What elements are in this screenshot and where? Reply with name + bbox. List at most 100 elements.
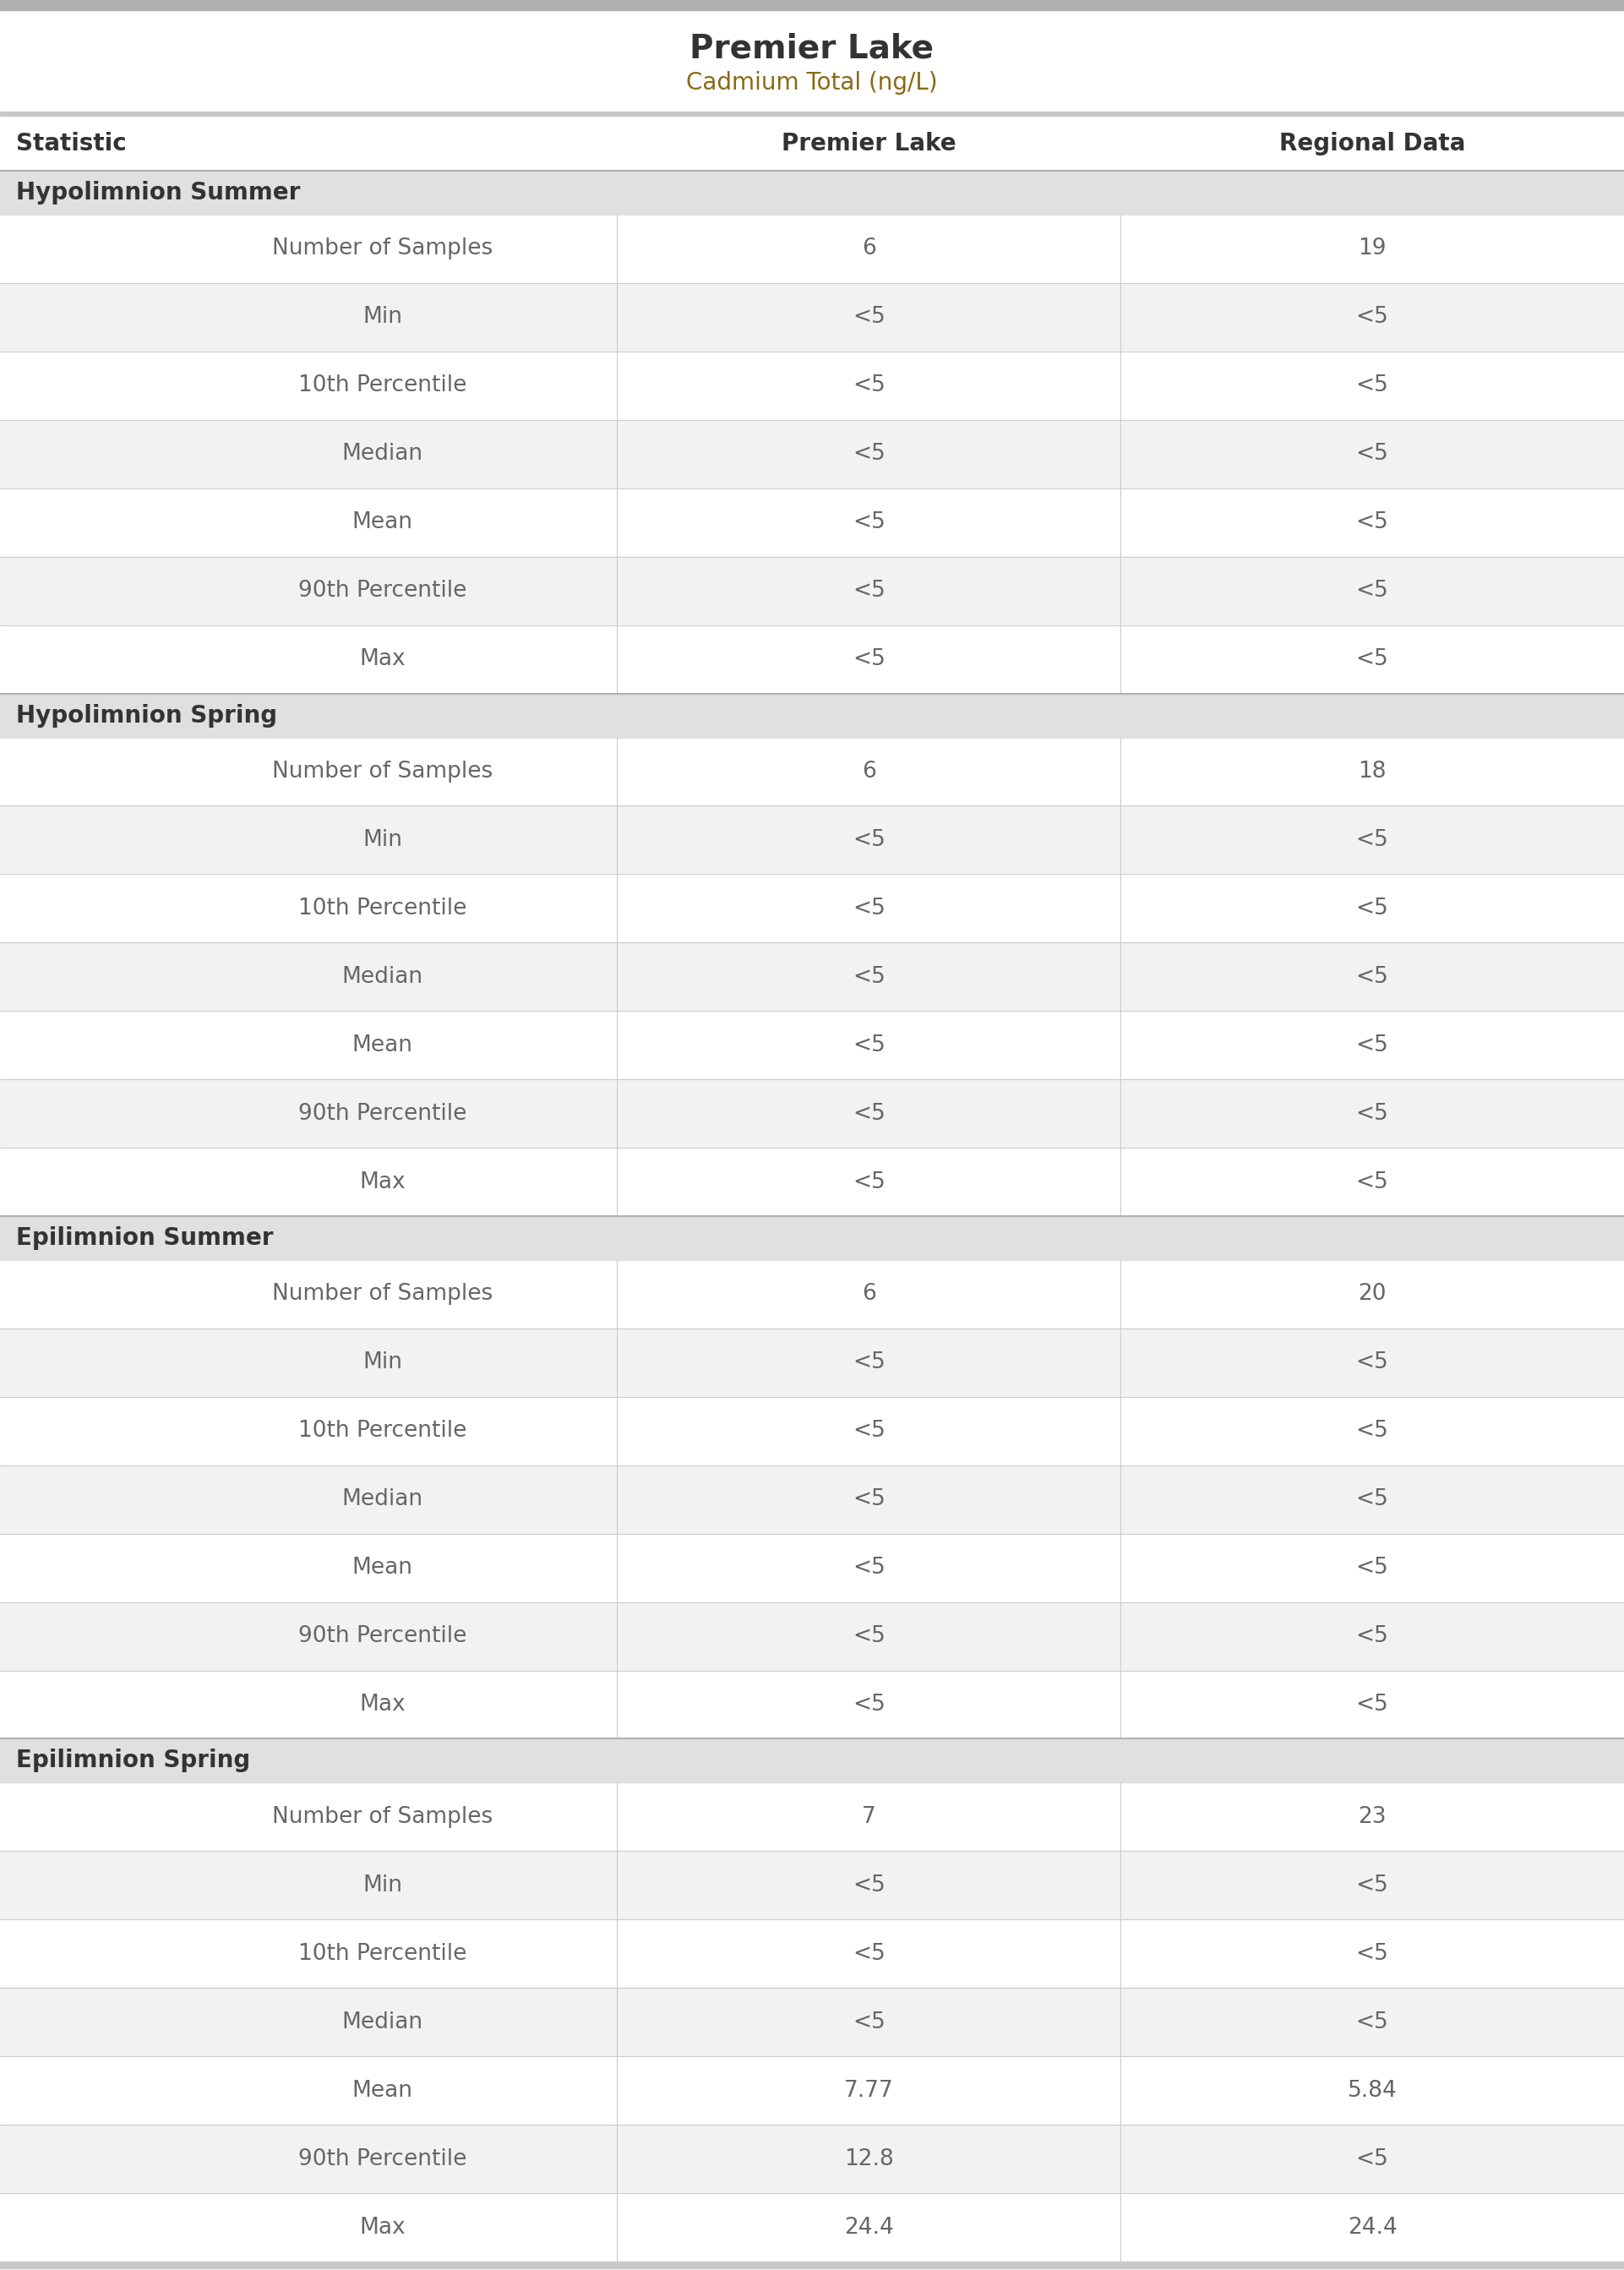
Text: <5: <5: [1356, 375, 1389, 397]
Text: <5: <5: [853, 649, 885, 670]
Text: <5: <5: [1356, 511, 1389, 533]
Text: Number of Samples: Number of Samples: [273, 238, 494, 259]
Text: Statistic: Statistic: [16, 132, 127, 154]
Bar: [0, 556, 1624, 624]
Text: <5: <5: [1356, 579, 1389, 602]
Text: Median: Median: [343, 2011, 424, 2034]
Text: Min: Min: [362, 829, 403, 851]
Text: 7.77: 7.77: [844, 2079, 893, 2102]
Text: 20: 20: [1358, 1283, 1387, 1305]
Bar: [0, 488, 1624, 556]
Text: <5: <5: [853, 443, 885, 465]
Bar: [0, 170, 1624, 216]
Text: Premier Lake: Premier Lake: [781, 132, 957, 154]
Bar: [0, 1217, 1624, 1260]
Text: <5: <5: [853, 897, 885, 919]
Bar: [0, 284, 1624, 352]
Bar: [0, 216, 1624, 284]
Text: <5: <5: [1356, 1421, 1389, 1441]
Bar: [0, 1989, 1624, 2057]
Text: <5: <5: [1356, 1625, 1389, 1648]
Bar: [0, 111, 1624, 116]
Text: <5: <5: [1356, 1171, 1389, 1194]
Text: <5: <5: [853, 1171, 885, 1194]
Text: <5: <5: [1356, 649, 1389, 670]
Text: Max: Max: [359, 1693, 406, 1716]
Text: <5: <5: [853, 965, 885, 987]
Bar: [0, 1603, 1624, 1671]
Text: Epilimnion Spring: Epilimnion Spring: [16, 1748, 250, 1773]
Bar: [0, 1464, 1624, 1535]
Bar: [0, 2057, 1624, 2125]
Text: <5: <5: [1356, 2011, 1389, 2034]
Text: <5: <5: [853, 1875, 885, 1895]
Text: Min: Min: [362, 306, 403, 329]
Bar: [0, 1671, 1624, 1739]
Text: Median: Median: [343, 965, 424, 987]
Text: Mean: Mean: [352, 2079, 412, 2102]
Bar: [0, 2261, 1624, 2268]
Text: Min: Min: [362, 1875, 403, 1895]
Text: <5: <5: [1356, 1557, 1389, 1580]
Text: Max: Max: [359, 1171, 406, 1194]
Bar: [0, 874, 1624, 942]
Text: <5: <5: [1356, 1103, 1389, 1124]
Text: 6: 6: [862, 1283, 875, 1305]
Bar: [0, 942, 1624, 1010]
Text: 24.4: 24.4: [844, 2216, 893, 2238]
Text: 10th Percentile: 10th Percentile: [299, 1943, 466, 1966]
Text: 6: 6: [862, 760, 875, 783]
Bar: [0, 1328, 1624, 1396]
Text: <5: <5: [1356, 1943, 1389, 1966]
Text: <5: <5: [1356, 443, 1389, 465]
Bar: [0, 2193, 1624, 2261]
Text: 10th Percentile: 10th Percentile: [299, 897, 466, 919]
Bar: [0, 1078, 1624, 1149]
Text: <5: <5: [1356, 829, 1389, 851]
Text: Number of Samples: Number of Samples: [273, 760, 494, 783]
Text: <5: <5: [853, 1557, 885, 1580]
Text: Hypolimnion Spring: Hypolimnion Spring: [16, 704, 278, 726]
Text: 90th Percentile: 90th Percentile: [299, 579, 466, 602]
Text: <5: <5: [853, 375, 885, 397]
Text: 90th Percentile: 90th Percentile: [299, 2147, 466, 2170]
Bar: [0, 1782, 1624, 1850]
Text: Median: Median: [343, 443, 424, 465]
Text: <5: <5: [853, 829, 885, 851]
Bar: [0, 1396, 1624, 1464]
Text: Min: Min: [362, 1351, 403, 1373]
Text: Cadmium Total (ng/L): Cadmium Total (ng/L): [687, 70, 937, 95]
Text: <5: <5: [853, 306, 885, 329]
Text: <5: <5: [853, 1421, 885, 1441]
Bar: [0, 1850, 1624, 1920]
Bar: [0, 420, 1624, 488]
Text: <5: <5: [853, 579, 885, 602]
Text: Mean: Mean: [352, 511, 412, 533]
Text: <5: <5: [1356, 1489, 1389, 1510]
Bar: [0, 0, 1624, 9]
Text: <5: <5: [1356, 1693, 1389, 1716]
Text: 5.84: 5.84: [1348, 2079, 1397, 2102]
Bar: [0, 624, 1624, 692]
Text: Epilimnion Summer: Epilimnion Summer: [16, 1226, 273, 1251]
Text: Mean: Mean: [352, 1557, 412, 1580]
Bar: [0, 806, 1624, 874]
Text: <5: <5: [853, 1943, 885, 1966]
Text: Max: Max: [359, 2216, 406, 2238]
Text: 90th Percentile: 90th Percentile: [299, 1625, 466, 1648]
Text: 19: 19: [1358, 238, 1387, 259]
Text: Hypolimnion Summer: Hypolimnion Summer: [16, 182, 300, 204]
Bar: [0, 1920, 1624, 1989]
Text: <5: <5: [853, 2011, 885, 2034]
Text: 12.8: 12.8: [844, 2147, 893, 2170]
Text: Median: Median: [343, 1489, 424, 1510]
Bar: [0, 1010, 1624, 1078]
Text: <5: <5: [853, 1351, 885, 1373]
Bar: [0, 738, 1624, 806]
Text: <5: <5: [853, 1489, 885, 1510]
Text: 10th Percentile: 10th Percentile: [299, 1421, 466, 1441]
Text: Mean: Mean: [352, 1035, 412, 1056]
Bar: [0, 1149, 1624, 1217]
Text: 90th Percentile: 90th Percentile: [299, 1103, 466, 1124]
Bar: [0, 2125, 1624, 2193]
